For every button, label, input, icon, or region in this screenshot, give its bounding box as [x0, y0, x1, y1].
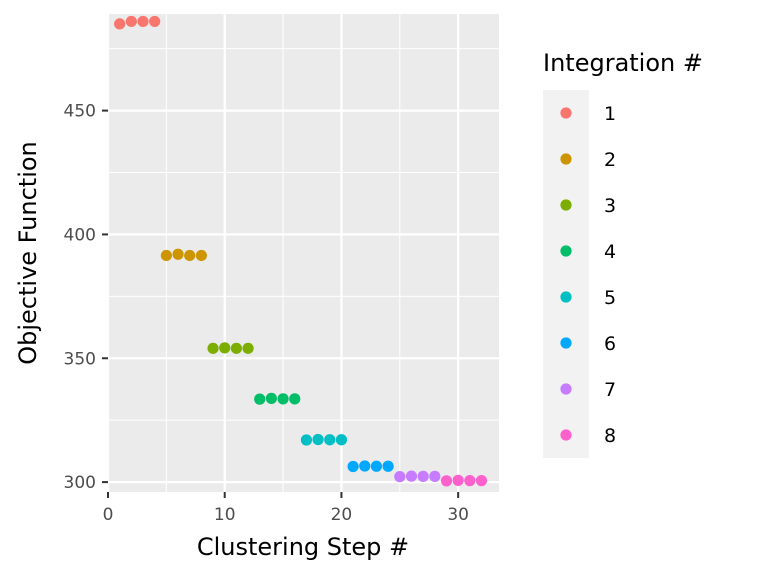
legend-label-3: 3 [604, 195, 616, 217]
legend-label-6: 6 [604, 333, 616, 355]
x-tick-label: 0 [103, 505, 114, 525]
data-point-series-6 [382, 460, 394, 472]
major-gridlines [106, 14, 499, 492]
data-point-series-7 [405, 470, 418, 482]
legend-key-1 [560, 107, 572, 119]
data-point-series-8 [464, 475, 476, 487]
data-point-series-1 [125, 15, 137, 28]
data-point-series-6 [347, 460, 359, 473]
data-point-series-2 [172, 248, 184, 260]
legend-key-background [543, 90, 589, 458]
data-point-series-7 [417, 470, 429, 482]
x-tick-label: 20 [331, 505, 353, 525]
data-point-series-4 [289, 393, 301, 405]
legend-key-2 [560, 153, 572, 165]
data-point-series-1 [137, 15, 149, 28]
y-tick-label: 450 [64, 102, 96, 122]
x-tick-label: 10 [214, 505, 236, 525]
data-point-series-5 [335, 434, 348, 446]
legend-key-8 [560, 429, 572, 441]
data-point-series-3 [230, 342, 242, 354]
legend-items: 1 2 3 4 5 6 7 8 [560, 103, 616, 447]
x-tick-label: 30 [447, 505, 469, 525]
data-point-series-5 [300, 434, 313, 446]
legend-key-3 [560, 199, 572, 211]
data-point-series-7 [429, 470, 441, 482]
data-point-series-2 [195, 249, 207, 262]
data-point-series-8 [452, 474, 464, 486]
legend-label-7: 7 [604, 379, 616, 401]
data-point-series-3 [219, 342, 231, 354]
data-point-series-4 [265, 392, 278, 404]
legend-label-2: 2 [604, 149, 616, 171]
data-point-series-4 [254, 393, 266, 405]
data-point-series-8 [475, 475, 488, 487]
legend-label-1: 1 [604, 103, 616, 125]
legend-key-4 [560, 245, 572, 257]
data-point-series-3 [207, 342, 219, 354]
data-points [114, 15, 488, 487]
data-point-series-3 [242, 342, 254, 354]
legend-label-5: 5 [604, 287, 616, 309]
legend-key-5 [560, 291, 572, 303]
legend-key-6 [560, 337, 572, 349]
data-point-series-1 [149, 15, 161, 28]
x-axis-title: Clustering Step # [197, 533, 409, 561]
data-point-series-8 [440, 475, 453, 487]
legend-label-8: 8 [604, 425, 616, 447]
legend-label-4: 4 [604, 241, 616, 263]
minor-gridlines [108, 14, 499, 492]
data-point-series-6 [370, 460, 383, 472]
legend-title: Integration # [543, 49, 703, 77]
y-axis-title: Objective Function [14, 141, 42, 365]
data-point-series-6 [359, 460, 371, 472]
data-point-series-2 [160, 249, 172, 262]
data-point-series-5 [312, 433, 324, 446]
axis-ticks [102, 109, 460, 498]
data-point-series-4 [277, 393, 289, 405]
legend-key-7 [560, 383, 572, 395]
y-tick-label: 300 [64, 473, 96, 493]
data-point-series-1 [114, 18, 126, 30]
data-point-series-2 [184, 249, 196, 262]
data-point-series-7 [394, 471, 406, 483]
tick-labels: 0 10 20 30 300 350 400 450 [64, 102, 469, 525]
y-tick-label: 400 [64, 225, 96, 245]
data-point-series-5 [324, 434, 336, 446]
y-tick-label: 350 [64, 349, 96, 369]
legend: Integration # 1 2 3 4 5 6 7 8 [543, 49, 703, 458]
